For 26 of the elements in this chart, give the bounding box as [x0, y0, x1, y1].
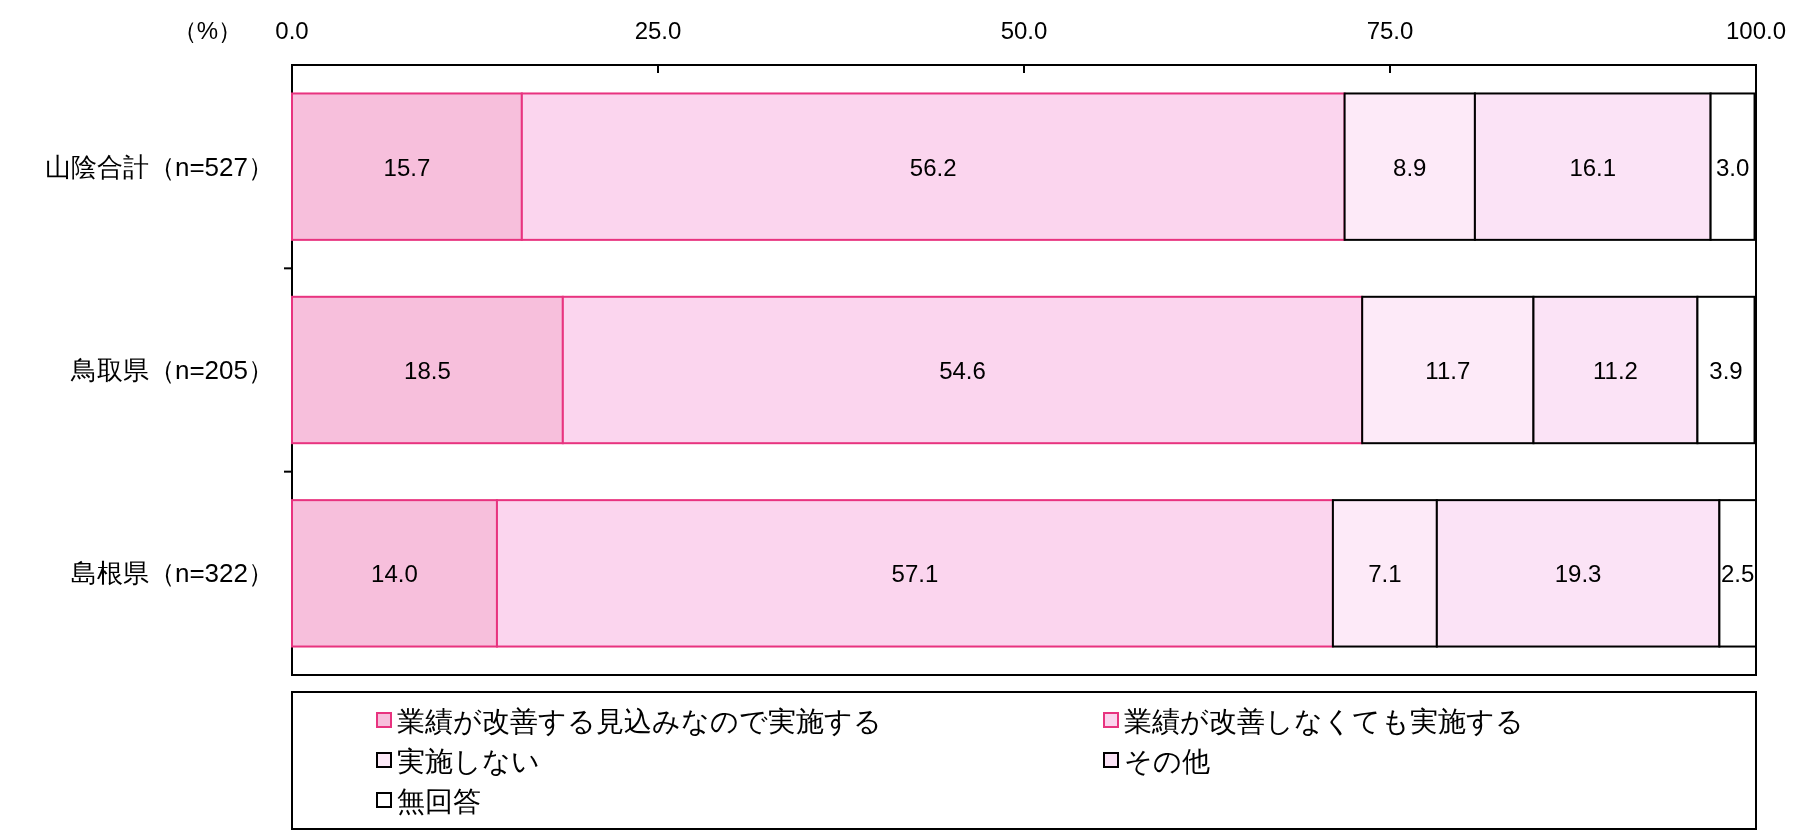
x-tick-label: 25.0 — [634, 17, 682, 44]
x-tick-label: 75.0 — [1366, 17, 1414, 44]
data-label: 8.9 — [1393, 153, 1427, 181]
data-label: 3.9 — [1709, 357, 1743, 384]
data-label: 14.0 — [371, 560, 418, 588]
data-label: 54.6 — [939, 357, 986, 384]
data-label: 57.1 — [891, 560, 939, 588]
x-tick-label: 100.0 — [1725, 17, 1787, 44]
data-label: 7.1 — [1368, 560, 1402, 588]
y-tick-label: 山陰合計（n=527） — [44, 151, 274, 182]
data-label: 18.5 — [404, 357, 451, 384]
data-label: 16.1 — [1569, 153, 1617, 181]
legend-label: 無回答 — [397, 786, 481, 817]
data-label: 19.3 — [1554, 560, 1602, 588]
x-tick-label: 0.0 — [275, 17, 309, 44]
y-tick-label: 島根県（n=322） — [70, 558, 274, 589]
data-label: 3.0 — [1715, 153, 1750, 181]
x-tick-label: 50.0 — [1000, 17, 1048, 44]
data-label: 15.7 — [383, 153, 431, 181]
y-tick-label: 鳥取県（n=205） — [69, 355, 274, 385]
data-label: 11.2 — [1592, 357, 1638, 384]
x-axis-title: （%） — [172, 17, 242, 44]
data-label: 56.2 — [909, 153, 957, 181]
data-label: 2.5 — [1721, 560, 1755, 588]
data-label: 11.7 — [1425, 357, 1471, 384]
legend-label: その他 — [1124, 746, 1210, 777]
